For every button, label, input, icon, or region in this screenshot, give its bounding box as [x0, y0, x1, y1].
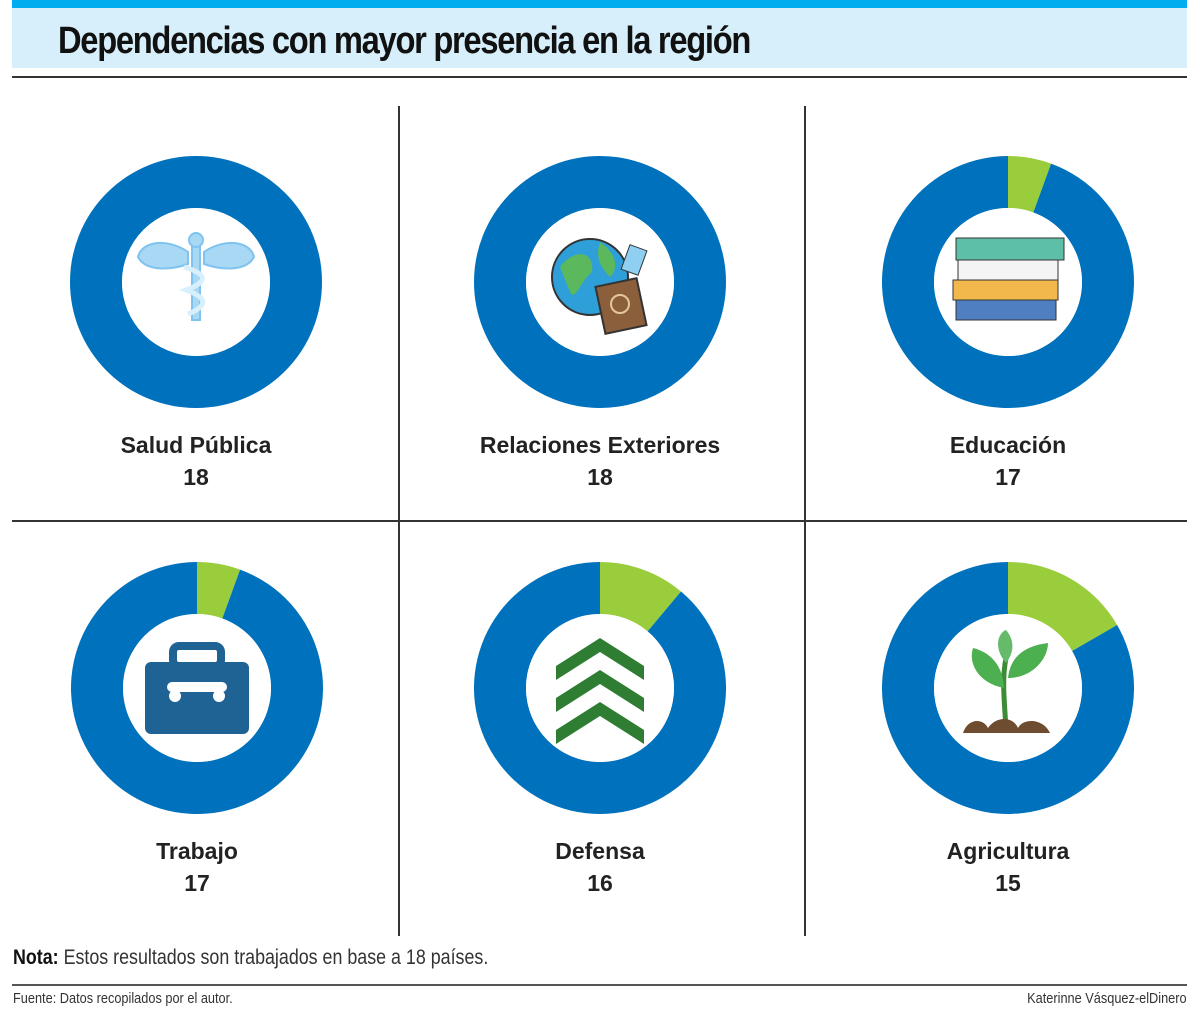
- chevrons-icon: [556, 638, 644, 744]
- donut-segment-value: [882, 156, 1134, 408]
- credit: Katerinne Vásquez-elDinero: [1027, 990, 1187, 1007]
- category-label: Educación: [949, 432, 1067, 458]
- donut-segment-value: [70, 156, 322, 408]
- donut-segment-value: [882, 562, 1134, 814]
- value-label: 18: [587, 464, 613, 490]
- category-label: Trabajo: [156, 838, 238, 864]
- sprout-icon: [963, 630, 1050, 733]
- title-banner: Dependencias con mayor presencia en la r…: [12, 8, 1187, 68]
- divider: [12, 984, 1187, 986]
- donut-segment-remainder: [1008, 562, 1118, 651]
- value-label: 15: [995, 870, 1021, 896]
- donut-chart: [474, 156, 726, 408]
- caduceus-icon: [136, 232, 256, 321]
- divider: [398, 106, 400, 936]
- briefcase-icon: [145, 642, 249, 734]
- category-label: Agricultura: [946, 838, 1070, 864]
- divider: [804, 106, 806, 936]
- value-label: 18: [183, 464, 209, 490]
- divider: [12, 76, 1187, 78]
- donut-chart: [882, 156, 1134, 408]
- category-label: Defensa: [555, 838, 645, 864]
- donut-segment-value: [71, 562, 324, 814]
- source: Fuente: Datos recopilados por el autor.: [13, 990, 233, 1007]
- donut-segment-remainder: [1008, 156, 1052, 213]
- donut-segment-value: [474, 562, 727, 814]
- category-label: Salud Pública: [120, 432, 272, 458]
- value-label: 17: [184, 870, 210, 896]
- value-label: 17: [995, 464, 1021, 490]
- note: Nota: Estos resultados son trabajados en…: [13, 946, 488, 970]
- top-accent-bar: [12, 0, 1187, 8]
- category-label: Relaciones Exteriores: [479, 432, 721, 458]
- donut-chart: [71, 562, 324, 814]
- donut-segment-remainder: [600, 562, 681, 632]
- note-text: Estos resultados son trabajados en base …: [58, 946, 489, 969]
- divider: [12, 520, 1187, 522]
- note-label: Nota:: [13, 946, 59, 969]
- donut-chart: [882, 562, 1134, 814]
- donut-chart: [70, 156, 322, 408]
- books-icon: [952, 237, 1065, 321]
- globe-passport-icon: [551, 238, 648, 336]
- value-label: 16: [587, 870, 613, 896]
- donut-segment-remainder: [197, 562, 241, 619]
- donut-chart: [474, 562, 727, 814]
- page-title: Dependencias con mayor presencia en la r…: [58, 20, 751, 62]
- donut-segment-value: [474, 156, 726, 408]
